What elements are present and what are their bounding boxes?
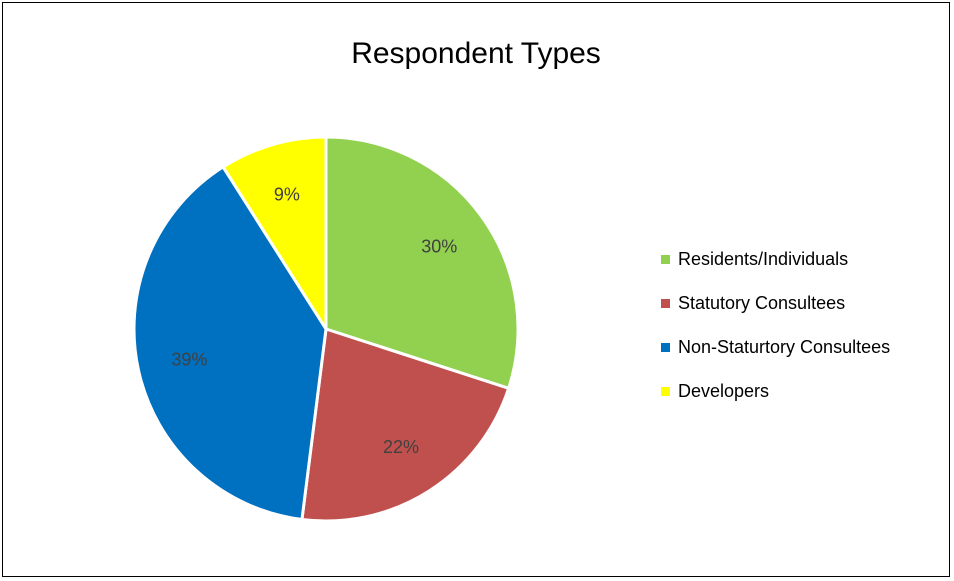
legend-item-developers: Developers	[661, 380, 890, 402]
legend-swatch	[661, 298, 670, 308]
legend-item-non-staturtory-consultees: Non-Staturtory Consultees	[661, 336, 890, 358]
pie-data-labels: 30% 22% 39% 9%	[171, 185, 457, 458]
legend-item-residents-individuals: Residents/Individuals	[661, 248, 890, 270]
chart-title: Respondent Types	[351, 37, 601, 70]
data-label-non-staturtory-consultees: 39%	[171, 350, 207, 370]
legend-label: Residents/Individuals	[678, 248, 849, 269]
legend-label: Developers	[678, 380, 770, 401]
legend-swatch	[661, 254, 670, 264]
pie-slice-residents-individuals	[324, 135, 520, 390]
data-label-developers: 9%	[274, 185, 300, 205]
legend-label: Non-Staturtory Consultees	[678, 336, 891, 357]
pie-chart: 30% 22% 39% 9%	[132, 135, 520, 523]
pie-slices	[132, 135, 520, 523]
legend-label: Statutory Consultees	[678, 292, 846, 313]
pie-slice-statutory-consultees	[300, 327, 511, 523]
pie-slice-developers	[221, 135, 328, 331]
legend-swatch	[661, 342, 670, 352]
legend-item-statutory-consultees: Statutory Consultees	[661, 292, 890, 314]
data-label-residents-individuals: 30%	[421, 237, 457, 257]
data-label-statutory-consultees: 22%	[383, 437, 419, 457]
legend: Residents/Individuals Statutory Consultee…	[661, 248, 890, 424]
legend-swatch	[661, 386, 670, 396]
